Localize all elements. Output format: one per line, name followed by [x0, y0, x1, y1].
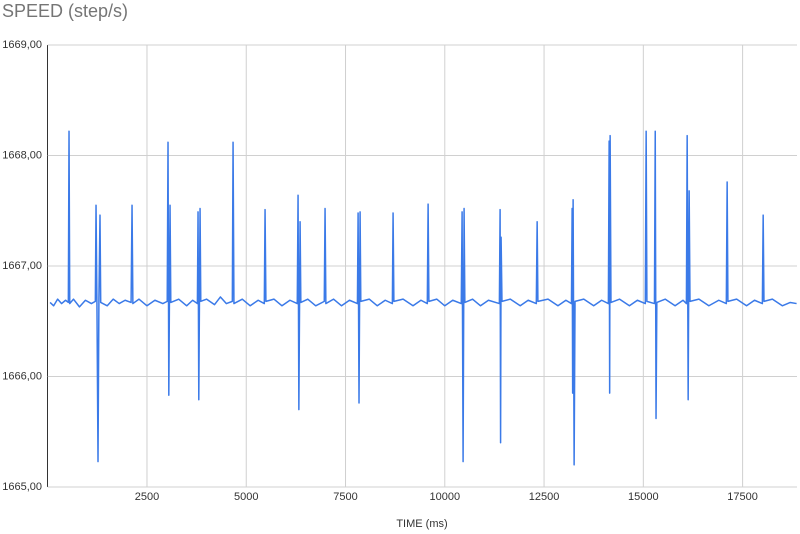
x-tick-label: 17500	[727, 491, 758, 503]
x-tick-label: 12500	[529, 491, 560, 503]
y-tick-label: 1666,00	[2, 370, 42, 382]
data-line	[49, 130, 797, 466]
x-tick-label: 7500	[333, 491, 357, 503]
y-tick-label: 1668,00	[2, 149, 42, 161]
y-tick-label: 1665,00	[2, 481, 42, 493]
y-tick-label: 1667,00	[2, 260, 42, 272]
x-tick-label: 2500	[135, 491, 159, 503]
chart-title: SPEED (step/s)	[2, 1, 128, 21]
x-axis-label: TIME (ms)	[396, 518, 447, 530]
y-tick-label: 1669,00	[2, 39, 42, 51]
x-tick-label: 5000	[234, 491, 258, 503]
x-tick-label: 10000	[429, 491, 460, 503]
x-tick-label: 15000	[628, 491, 659, 503]
